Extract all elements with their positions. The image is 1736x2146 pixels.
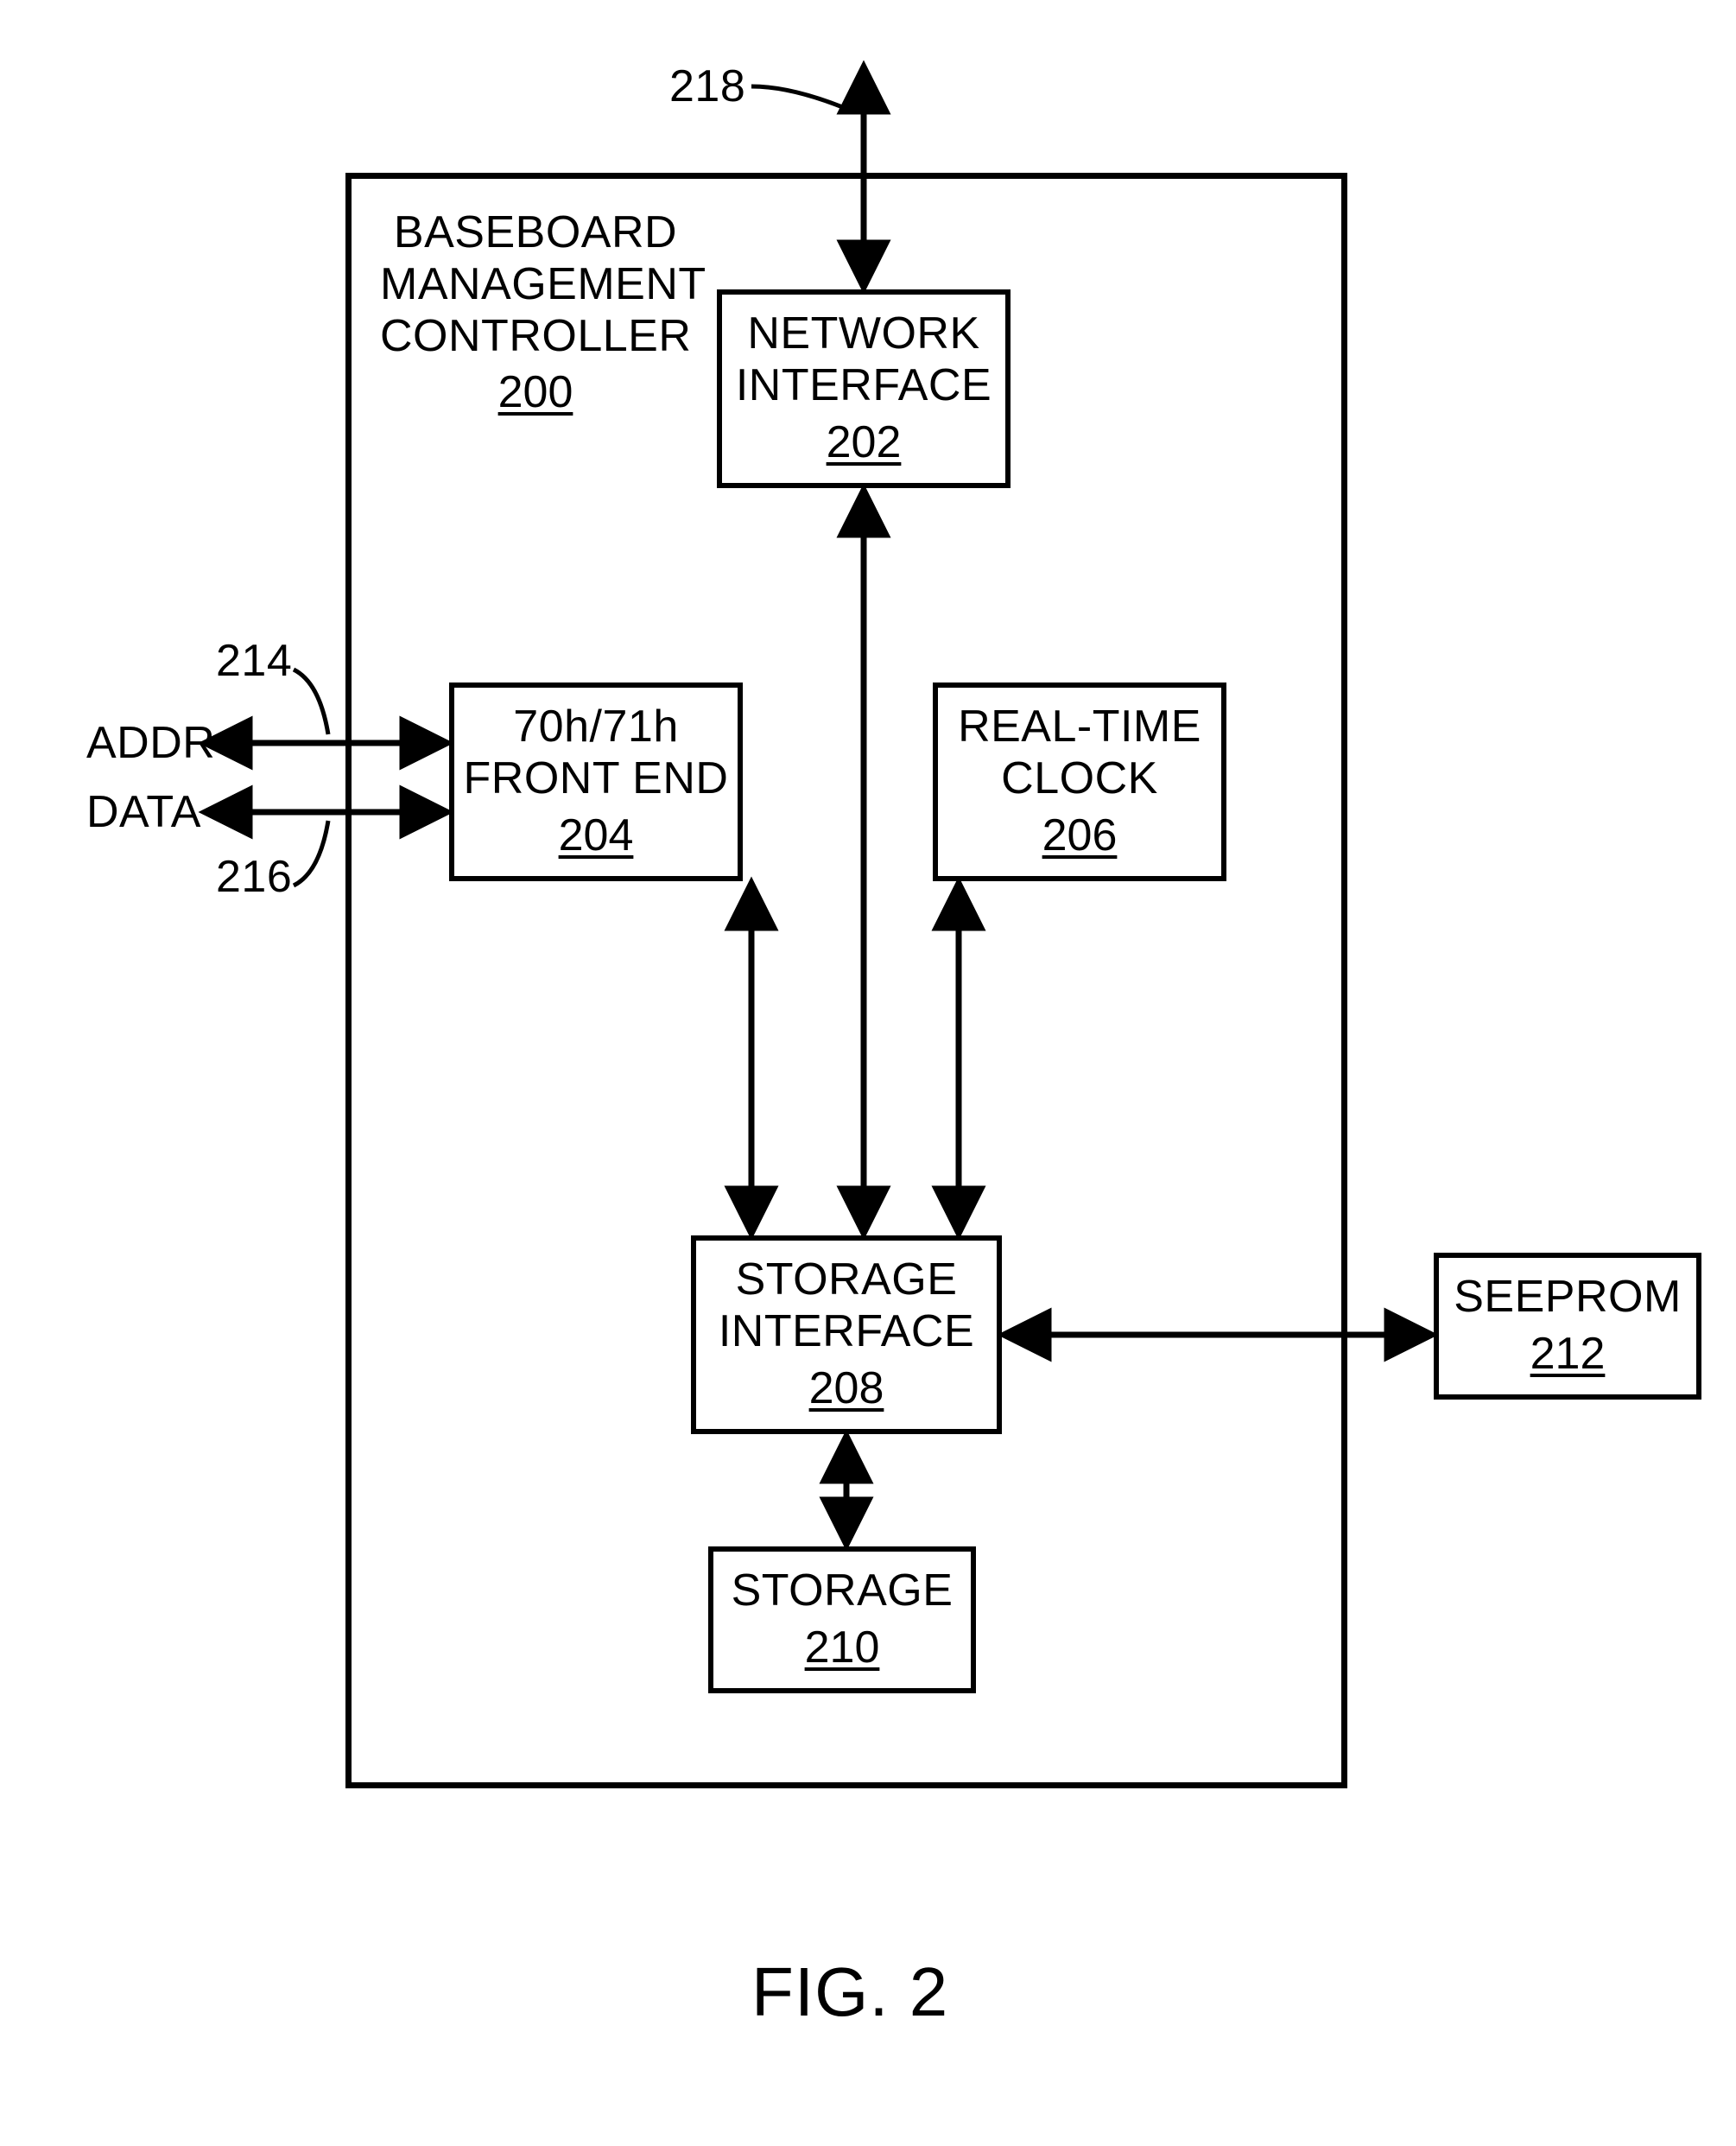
leader-214	[294, 670, 328, 734]
connectors-layer	[0, 0, 1736, 2146]
leader-218	[751, 86, 855, 112]
leader-216	[294, 821, 328, 886]
